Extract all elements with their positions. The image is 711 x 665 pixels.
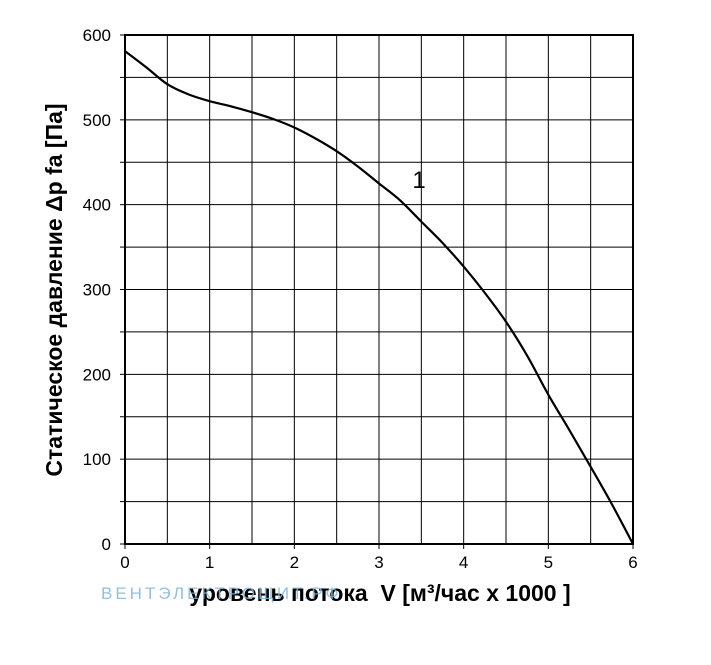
y-tick-label: 500	[83, 111, 111, 130]
y-tick-label: 200	[83, 365, 111, 384]
y-tick-label: 300	[83, 281, 111, 300]
x-tick-label: 4	[459, 553, 468, 572]
series-label-1: 1	[412, 167, 425, 194]
y-tick-label: 400	[83, 196, 111, 215]
x-tick-label: 2	[290, 553, 299, 572]
series-curve-1	[124, 50, 634, 545]
axis-ticks: 0 1 2 3 4 5 6 0 100 200 300 400 500 600	[83, 26, 638, 572]
x-tick-label: 5	[544, 553, 553, 572]
x-tick-label: 6	[628, 553, 637, 572]
x-tick-label: 3	[374, 553, 383, 572]
grid	[125, 35, 633, 544]
watermark: ВЕНТЭЛЕКТРОЩИТ.РФ	[101, 584, 342, 603]
x-axis-label: уровень потока V [м³/час x 1000 ]	[189, 580, 570, 606]
y-tick-label: 100	[83, 450, 111, 469]
y-tick-label: 0	[102, 535, 111, 554]
x-tick-label: 1	[205, 553, 214, 572]
x-tick-label: 0	[120, 553, 129, 572]
y-axis-label: Статическое давление Δp fa [Па]	[41, 103, 67, 476]
y-tick-label: 600	[83, 26, 111, 45]
